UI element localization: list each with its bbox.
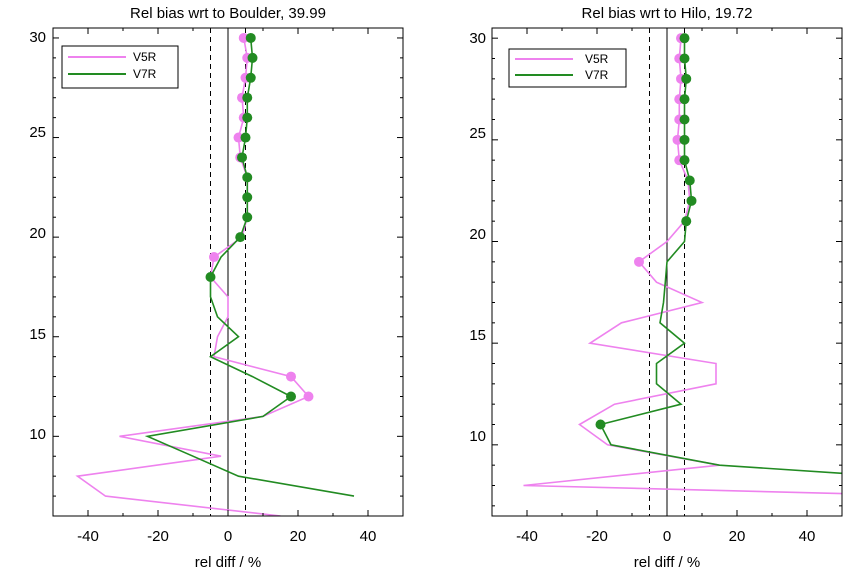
data-point-v7r xyxy=(679,155,690,166)
data-point-v7r xyxy=(240,132,251,143)
data-point-v7r xyxy=(235,232,246,243)
panel-hilo: Rel bias wrt to Hilo, 19.72 rel diff / %… xyxy=(469,5,843,571)
data-point-v7r xyxy=(679,33,690,44)
y-tick-label: 15 xyxy=(29,326,46,343)
x-tick-labels: -40 -20 0 20 40 xyxy=(516,528,815,545)
legend-label: V7R xyxy=(133,67,157,81)
panel-title: Rel bias wrt to Boulder, 39.99 xyxy=(130,5,326,22)
legend-label: V7R xyxy=(585,68,609,82)
data-point-v7r xyxy=(205,271,216,282)
panel-title: Rel bias wrt to Hilo, 19.72 xyxy=(582,5,753,22)
y-tick-labels: 10 15 20 25 30 xyxy=(469,30,486,445)
data-point-v7r xyxy=(679,94,690,105)
data-point-v7r xyxy=(286,391,296,402)
data-point-v7r xyxy=(245,72,256,83)
x-axis-label: rel diff / % xyxy=(634,554,700,571)
x-tick-label: 0 xyxy=(224,528,232,545)
data-point-v5r xyxy=(233,132,244,143)
series-line-v7r xyxy=(599,38,842,475)
series-group xyxy=(75,32,355,516)
x-tick-label: -40 xyxy=(516,528,538,545)
data-point-v5r xyxy=(286,371,296,382)
data-point-v7r xyxy=(681,216,692,227)
data-point-v7r xyxy=(679,134,690,145)
legend-label: V5R xyxy=(585,52,609,66)
legend-box xyxy=(508,48,627,88)
data-point-v7r xyxy=(242,212,253,223)
data-point-v5r xyxy=(303,391,314,402)
series-group xyxy=(523,33,842,495)
data-point-v5r xyxy=(672,134,683,145)
x-tick-label: 40 xyxy=(799,528,816,545)
x-tick-label: -40 xyxy=(77,528,99,545)
x-tick-label: 0 xyxy=(663,528,671,545)
data-point-v7r xyxy=(242,92,253,103)
y-tick-label: 25 xyxy=(29,124,46,141)
y-tick-label: 25 xyxy=(469,125,486,142)
y-tick-label: 20 xyxy=(29,225,46,242)
panel-boulder: Rel bias wrt to Boulder, 39.99 rel diff … xyxy=(29,5,404,571)
data-point-v7r xyxy=(245,32,256,43)
data-point-v7r xyxy=(595,419,606,430)
x-tick-label: 20 xyxy=(290,528,307,545)
x-tick-label: 20 xyxy=(729,528,746,545)
data-point-v7r xyxy=(242,172,253,183)
legend-box xyxy=(61,45,179,89)
x-tick-label: -20 xyxy=(586,528,608,545)
y-tick-label: 10 xyxy=(29,426,46,443)
data-point-v7r xyxy=(679,53,690,64)
y-tick-label: 30 xyxy=(29,29,46,46)
data-point-v7r xyxy=(242,112,253,123)
data-point-v7r xyxy=(247,52,258,63)
data-point-v5r xyxy=(209,252,219,263)
legend: V5R V7R xyxy=(61,45,179,89)
data-point-v7r xyxy=(686,195,697,206)
data-point-v7r xyxy=(681,73,692,84)
data-point-v7r xyxy=(684,175,695,186)
x-axis-label: rel diff / % xyxy=(195,554,261,571)
y-tick-label: 10 xyxy=(469,428,486,445)
data-point-v5r xyxy=(634,256,644,267)
data-point-v7r xyxy=(679,114,690,125)
data-point-v7r xyxy=(242,192,253,203)
y-tick-labels: 10 15 20 25 30 xyxy=(29,29,46,443)
x-tick-label: 40 xyxy=(360,528,377,545)
data-point-v7r xyxy=(237,152,247,163)
y-tick-label: 20 xyxy=(469,226,486,243)
legend: V5R V7R xyxy=(508,48,627,88)
x-tick-label: -20 xyxy=(147,528,169,545)
legend-label: V5R xyxy=(133,50,157,64)
x-tick-labels: -40 -20 0 20 40 xyxy=(77,528,376,545)
y-tick-label: 15 xyxy=(469,327,486,344)
data-point-v5r xyxy=(238,32,249,43)
series-line-v5r xyxy=(75,37,310,516)
series-line-v5r xyxy=(523,38,842,495)
y-tick-label: 30 xyxy=(469,30,486,47)
